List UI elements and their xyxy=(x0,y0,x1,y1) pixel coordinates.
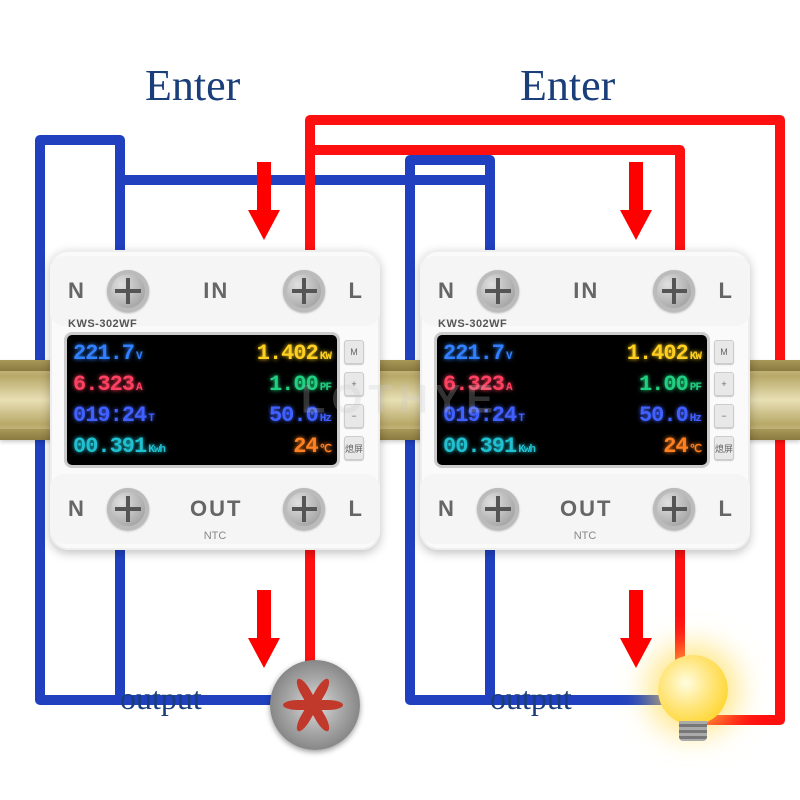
screw-icon xyxy=(653,488,695,530)
reading-time: 019:24T xyxy=(73,403,154,428)
enter-label-2: Enter xyxy=(520,60,615,111)
screw-icon xyxy=(107,270,149,312)
meter-button[interactable]: + xyxy=(714,372,734,396)
meter-button[interactable]: − xyxy=(714,404,734,428)
reading-voltage: 221.7V xyxy=(73,341,142,366)
bulb-load-icon xyxy=(650,655,735,740)
terminal-N: N xyxy=(68,278,84,304)
reading-power: 1.402KW xyxy=(257,341,331,366)
reading-energy: 00.391Kwh xyxy=(443,434,535,459)
reading-current: 6.323A xyxy=(443,372,512,397)
side-buttons: M + − 熄屏 xyxy=(340,332,366,468)
reading-temp: 24℃ xyxy=(293,434,331,459)
reading-pf: 1.00PF xyxy=(639,372,701,397)
terminal-N: N xyxy=(68,496,84,522)
enter-arrow-1 xyxy=(248,210,280,240)
meter-button[interactable]: 熄屏 xyxy=(714,436,734,460)
terminal-OUT: OUT xyxy=(542,496,630,522)
enter-arrow-2 xyxy=(620,210,652,240)
reading-time: 019:24T xyxy=(443,403,524,428)
ntc-label: NTC xyxy=(204,530,227,542)
lcd-display: 221.7V 1.402KW 6.323A 1.00PF 019:24T 50.0Hz 00… xyxy=(434,332,710,468)
model-label: KWS-302WF xyxy=(68,318,137,330)
model-label: KWS-302WF xyxy=(438,318,507,330)
lcd-display: 221.7V 1.402KW 6.323A 1.00PF 019:24T 50.0Hz 00… xyxy=(64,332,340,468)
reading-voltage: 221.7V xyxy=(443,341,512,366)
meter-button[interactable]: + xyxy=(344,372,364,396)
terminal-L: L xyxy=(349,496,362,522)
output-terminals: N OUT L NTC xyxy=(50,474,380,544)
meter-button[interactable]: M xyxy=(714,340,734,364)
reading-temp: 24℃ xyxy=(663,434,701,459)
terminal-N: N xyxy=(438,496,454,522)
meter-button[interactable]: − xyxy=(344,404,364,428)
output-arrow-2 xyxy=(620,638,652,668)
meter-button[interactable]: 熄屏 xyxy=(344,436,364,460)
reading-freq: 50.0Hz xyxy=(639,403,701,428)
terminal-L: L xyxy=(349,278,362,304)
ntc-label: NTC xyxy=(574,530,597,542)
fan-load-icon xyxy=(270,660,360,750)
input-terminals: N IN L xyxy=(50,256,380,326)
screw-icon xyxy=(477,270,519,312)
enter-label-1: Enter xyxy=(145,60,240,111)
reading-current: 6.323A xyxy=(73,372,142,397)
screw-icon xyxy=(477,488,519,530)
terminal-OUT: OUT xyxy=(172,496,260,522)
terminal-IN: IN xyxy=(542,278,630,304)
side-buttons: M + − 熄屏 xyxy=(710,332,736,468)
screw-icon xyxy=(283,488,325,530)
screw-icon xyxy=(107,488,149,530)
output-arrow-1 xyxy=(248,638,280,668)
terminal-N: N xyxy=(438,278,454,304)
reading-pf: 1.00PF xyxy=(269,372,331,397)
screw-icon xyxy=(653,270,695,312)
power-meter-2: N IN L KWS-302WF 221.7V 1.402KW 6.323A 1.00… xyxy=(420,250,750,550)
terminal-IN: IN xyxy=(172,278,260,304)
input-terminals: N IN L xyxy=(420,256,750,326)
terminal-L: L xyxy=(719,278,732,304)
reading-power: 1.402KW xyxy=(627,341,701,366)
output-label-2: output xyxy=(490,680,572,717)
reading-energy: 00.391Kwh xyxy=(73,434,165,459)
output-label-1: output xyxy=(120,680,202,717)
meter-button[interactable]: M xyxy=(344,340,364,364)
power-meter-1: N IN L KWS-302WF 221.7V 1.402KW 6.323A 1.00… xyxy=(50,250,380,550)
screw-icon xyxy=(283,270,325,312)
output-terminals: N OUT L NTC xyxy=(420,474,750,544)
reading-freq: 50.0Hz xyxy=(269,403,331,428)
terminal-L: L xyxy=(719,496,732,522)
